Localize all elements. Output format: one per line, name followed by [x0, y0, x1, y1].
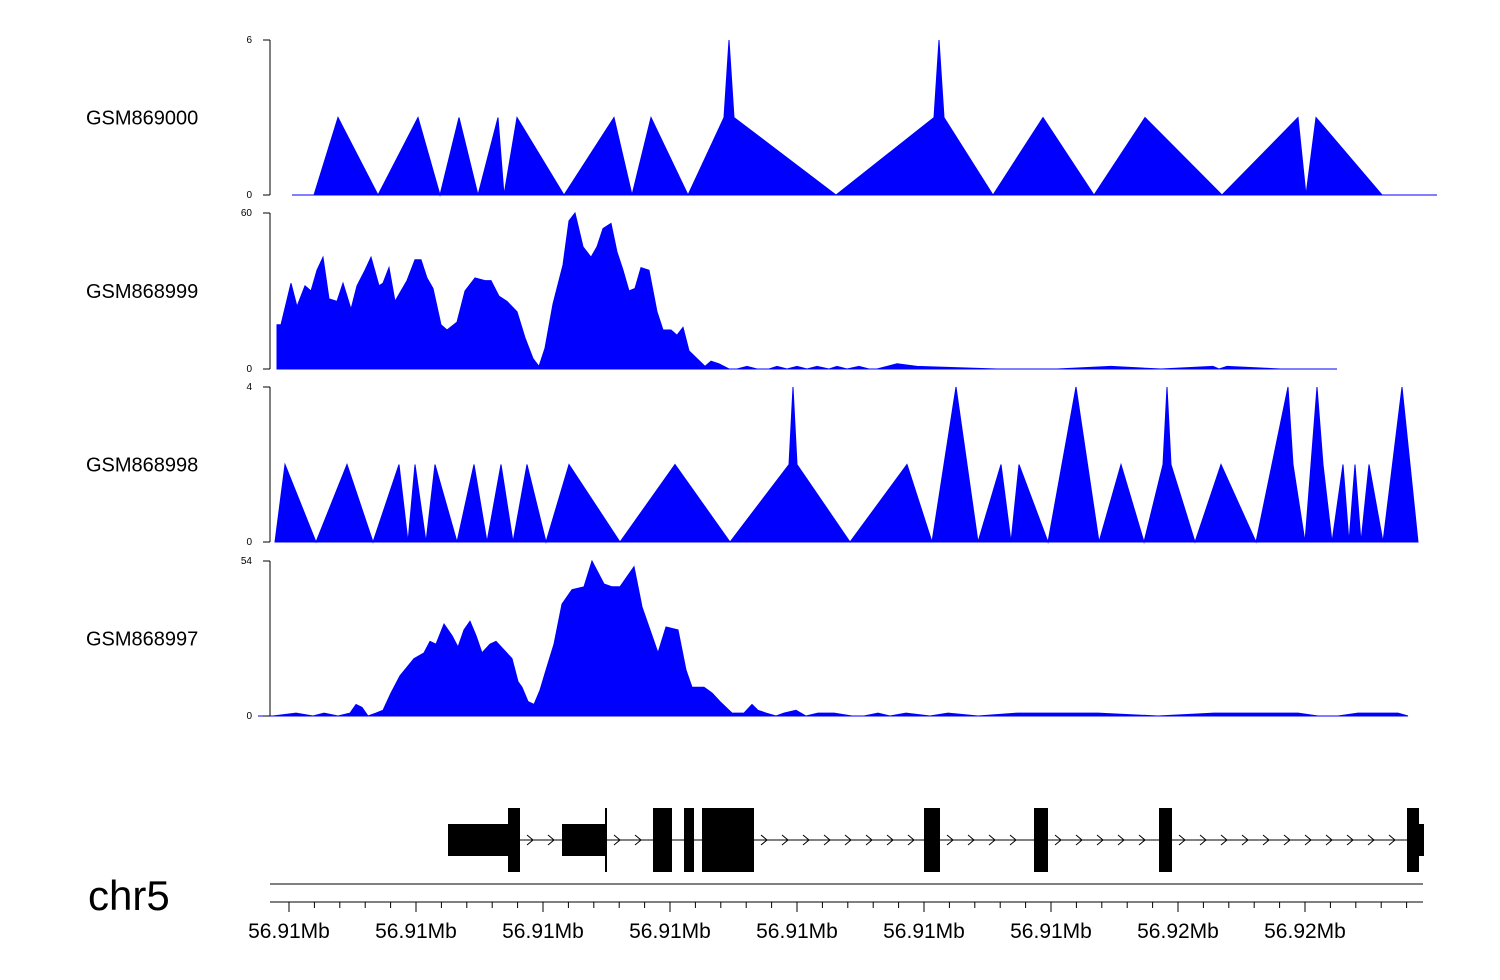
- strand-arrow: [967, 834, 975, 846]
- exon-cds: [684, 808, 694, 872]
- exon-utr: [448, 824, 508, 856]
- x-tick-label: 56.91Mb: [375, 920, 457, 943]
- track-GSM868999: 60 0 GSM868999: [86, 208, 1337, 375]
- track-name: GSM869000: [86, 108, 198, 130]
- track-GSM869000: 6 0 GSM869000: [86, 35, 1437, 201]
- x-tick-label: 56.92Mb: [1137, 920, 1219, 943]
- strand-arrow: [946, 834, 954, 846]
- signal-area: [292, 39, 1437, 197]
- x-tick-label: 56.91Mb: [756, 920, 838, 943]
- strand-arrow: [613, 834, 621, 846]
- x-tick-label: 56.91Mb: [883, 920, 965, 943]
- genomic-x-axis: 56.91Mb 56.91Mb 56.91Mb 56.91Mb 56.91Mb 56.91…: [248, 901, 1423, 943]
- strand-arrow: [1075, 834, 1083, 846]
- track-GSM868997: 54 0 GSM868997: [86, 556, 1409, 722]
- signal-area: [258, 559, 1409, 717]
- strand-arrow: [1054, 834, 1062, 846]
- y-tick-label-max: 4: [246, 382, 252, 393]
- strand-arrow: [1262, 834, 1270, 846]
- chromosome-label: chr5: [88, 872, 170, 919]
- signal-tracks: 60GSM869000600GSM86899940GSM868998540GSM…: [86, 35, 1437, 722]
- strand-arrow: [1304, 834, 1312, 846]
- exon-utr: [562, 824, 605, 856]
- strand-arrow: [988, 834, 996, 846]
- y-tick-label-max: 60: [241, 208, 253, 219]
- exon-cds: [1034, 808, 1048, 872]
- strand-arrow: [865, 834, 873, 846]
- exon-cds: [605, 808, 607, 872]
- track-name: GSM868997: [86, 629, 198, 651]
- gene-model-track: [270, 808, 1424, 885]
- exon-utr: [1419, 824, 1424, 856]
- x-tick-label: 56.91Mb: [629, 920, 711, 943]
- track-name: GSM868999: [86, 281, 198, 303]
- strand-arrow: [1283, 834, 1291, 846]
- strand-arrow: [907, 834, 915, 846]
- exon-cds: [702, 808, 754, 872]
- y-tick-label-min: 0: [246, 711, 252, 722]
- strand-arrow: [844, 834, 852, 846]
- exon-cds: [508, 808, 520, 872]
- y-tick-label-max: 6: [246, 35, 252, 46]
- x-tick-label: 56.91Mb: [248, 920, 330, 943]
- exon-cds: [653, 808, 672, 872]
- strand-arrow: [1096, 834, 1104, 846]
- strand-arrow: [1241, 834, 1249, 846]
- track-name: GSM868998: [86, 455, 198, 477]
- y-tick-label-min: 0: [246, 364, 252, 375]
- strand-arrow: [634, 834, 642, 846]
- signal-area: [276, 211, 1337, 370]
- strand-arrow: [1009, 834, 1017, 846]
- y-tick-label-min: 0: [246, 537, 252, 548]
- exon-cds: [924, 808, 940, 872]
- strand-arrow: [1117, 834, 1125, 846]
- strand-arrow: [1346, 834, 1354, 846]
- strand-arrow: [1325, 834, 1333, 846]
- strand-arrow: [1220, 834, 1228, 846]
- exon-cds: [1407, 808, 1419, 872]
- x-tick-label: 56.91Mb: [1010, 920, 1092, 943]
- strand-arrow: [1199, 834, 1207, 846]
- x-tick-label: 56.91Mb: [502, 920, 584, 943]
- strand-arrow: [526, 834, 534, 846]
- strand-arrow: [823, 834, 831, 846]
- y-tick-label-min: 0: [246, 190, 252, 201]
- strand-arrow: [547, 834, 555, 846]
- strand-arrow: [1367, 834, 1375, 846]
- strand-arrow: [781, 834, 789, 846]
- strand-arrow: [1388, 834, 1396, 846]
- strand-arrow: [760, 834, 768, 846]
- signal-area: [274, 386, 1419, 544]
- y-tick-label-max: 54: [241, 556, 253, 567]
- strand-arrow: [1138, 834, 1146, 846]
- strand-arrow: [886, 834, 894, 846]
- exon-cds: [1159, 808, 1172, 872]
- track-GSM868998: 4 0 GSM868998: [86, 382, 1419, 548]
- strand-arrow: [802, 834, 810, 846]
- strand-arrow: [1178, 834, 1186, 846]
- x-tick-label: 56.92Mb: [1264, 920, 1346, 943]
